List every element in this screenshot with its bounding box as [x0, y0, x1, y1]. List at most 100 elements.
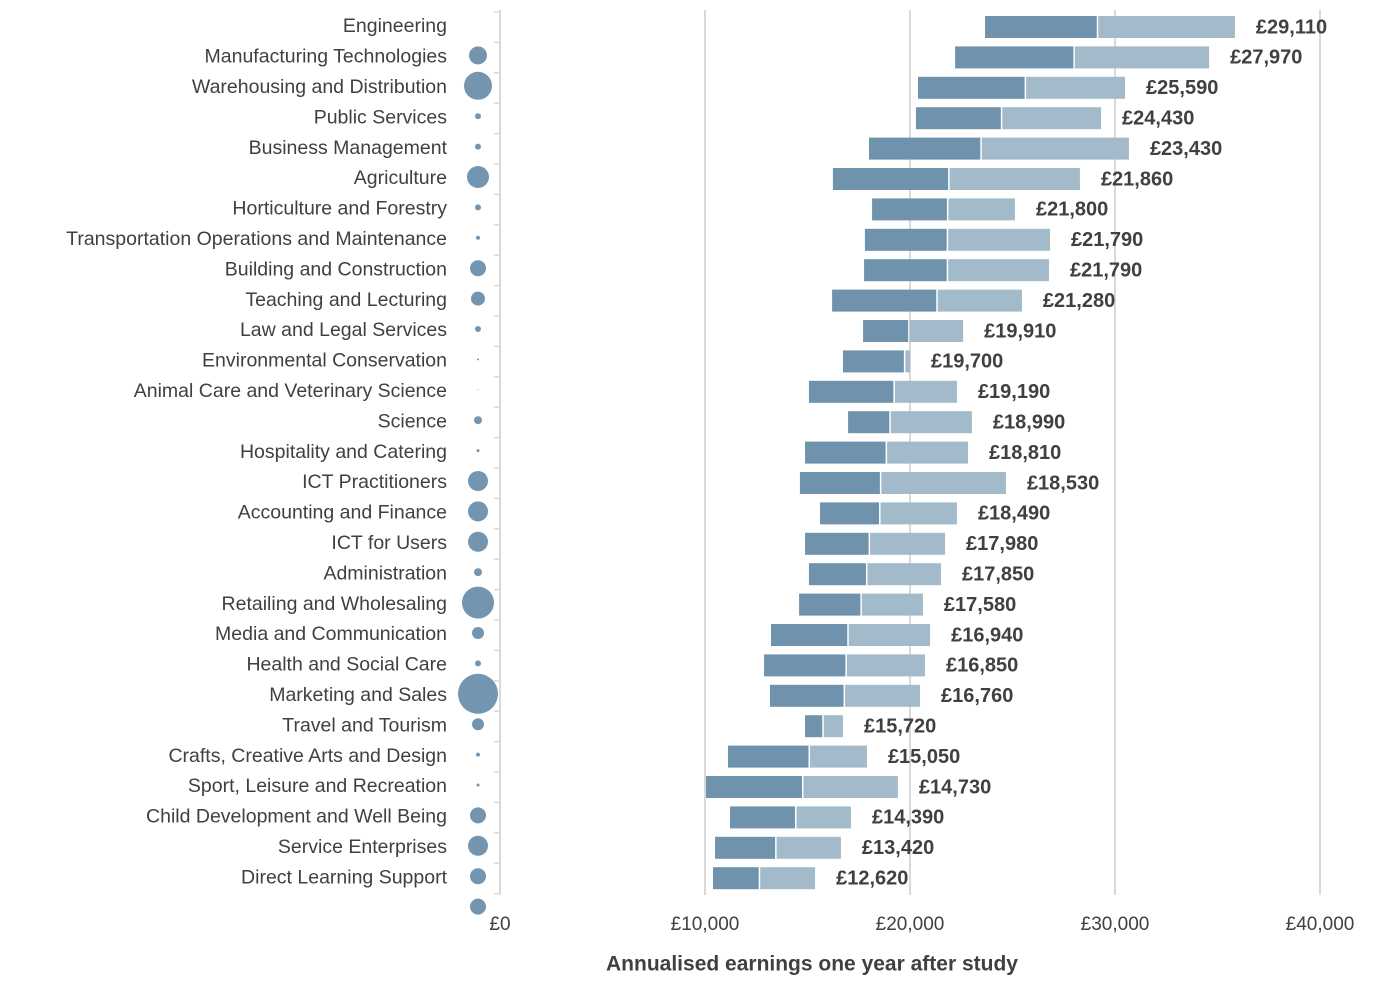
y-tick-label: Public Services — [314, 106, 448, 128]
y-tick-label: Hospitality and Catering — [240, 441, 447, 463]
bubble — [477, 358, 479, 361]
bubble — [476, 449, 480, 453]
bar-lower — [848, 411, 890, 434]
bar-upper — [776, 836, 841, 859]
bubble — [464, 71, 492, 100]
bubble — [474, 416, 482, 425]
y-tick-label: Direct Learning Support — [241, 866, 448, 888]
bubble — [476, 752, 480, 757]
y-tick-label: Sport, Leisure and Recreation — [188, 775, 447, 797]
bar-lower — [864, 228, 947, 251]
bar-lower — [706, 776, 802, 798]
y-tick-label: Engineering — [343, 15, 447, 37]
value-label: £24,430 — [1122, 107, 1194, 129]
value-label: £17,980 — [966, 533, 1038, 555]
bar-lower — [769, 684, 844, 707]
bubble — [468, 471, 488, 491]
value-label: £16,850 — [946, 655, 1018, 677]
value-label: £19,700 — [931, 351, 1003, 373]
bubble — [475, 204, 481, 211]
y-tick-label: Manufacturing Technologies — [205, 46, 448, 68]
bubble — [472, 718, 484, 731]
bubble — [458, 673, 498, 714]
bubble — [468, 531, 488, 552]
bar-lower — [805, 715, 823, 738]
bar-lower — [712, 867, 759, 890]
bar-upper — [848, 624, 931, 646]
bar-upper — [880, 502, 957, 525]
bar-lower — [764, 654, 846, 677]
value-label: £18,990 — [993, 411, 1065, 433]
y-tick-label: Science — [378, 410, 447, 432]
bar-upper — [948, 228, 1051, 251]
bar-lower — [863, 320, 909, 342]
bar-upper — [810, 745, 867, 768]
value-label: £17,850 — [962, 563, 1034, 585]
bubble — [476, 235, 480, 240]
x-axis-title: Annualised earnings one year after study — [606, 953, 1018, 976]
bar-upper — [846, 654, 925, 677]
bar-upper — [867, 563, 941, 586]
bubble — [475, 660, 481, 667]
bar-lower — [808, 380, 894, 403]
x-tick-label: £40,000 — [1286, 914, 1355, 935]
bubble — [462, 586, 494, 619]
bar-lower — [917, 76, 1025, 99]
x-tick-label: £10,000 — [671, 914, 740, 935]
bar-lower — [715, 836, 776, 859]
bubble — [475, 326, 481, 332]
bar-upper — [981, 137, 1129, 160]
y-tick-label: Crafts, Creative Arts and Design — [168, 745, 447, 767]
value-label: £18,530 — [1027, 472, 1099, 494]
bar-upper — [881, 472, 1006, 494]
bar-lower — [832, 168, 949, 190]
value-label: £21,280 — [1043, 290, 1115, 312]
y-tick-label: Horticulture and Forestry — [232, 198, 447, 220]
bubble — [470, 807, 486, 824]
value-label: £16,940 — [951, 624, 1023, 646]
value-label: £23,430 — [1150, 138, 1222, 160]
bubble — [467, 166, 489, 188]
y-tick-label: ICT Practitioners — [302, 471, 447, 493]
y-tick-label: Marketing and Sales — [269, 684, 447, 706]
bar-upper — [949, 168, 1080, 190]
y-tick-label: Administration — [323, 562, 447, 584]
bar-upper — [796, 806, 851, 829]
value-label: £19,910 — [984, 320, 1056, 342]
value-label: £14,390 — [872, 807, 944, 829]
bar-lower — [771, 624, 848, 646]
y-tick-label: Health and Social Care — [246, 654, 447, 676]
bar-upper — [1002, 107, 1102, 130]
value-label: £18,810 — [989, 442, 1061, 464]
bar-upper — [887, 441, 969, 464]
bar-lower — [869, 137, 981, 160]
y-tick-label: Building and Construction — [225, 258, 447, 280]
bar-lower — [808, 563, 866, 586]
y-tick-label: Media and Communication — [215, 623, 447, 645]
bar-lower — [820, 502, 880, 525]
bar-upper — [937, 289, 1022, 312]
bar-lower — [832, 289, 937, 312]
y-tick-label: Environmental Conservation — [202, 350, 447, 372]
bar-lower — [872, 198, 947, 221]
value-label: £12,620 — [836, 867, 908, 889]
value-label: £21,790 — [1070, 259, 1142, 281]
bar-lower — [864, 259, 947, 282]
bar-lower — [730, 806, 795, 829]
bubble — [475, 143, 481, 150]
bar-upper — [948, 259, 1049, 282]
y-tick-label: Transportation Operations and Maintenanc… — [66, 228, 447, 250]
bubble — [470, 260, 486, 277]
x-tick-label: £0 — [489, 914, 510, 935]
value-label: £25,590 — [1146, 77, 1218, 99]
value-label: £21,860 — [1101, 168, 1173, 190]
bubble — [475, 113, 481, 120]
bar-upper — [905, 350, 910, 373]
bubble — [472, 627, 484, 639]
bar-lower — [985, 16, 1097, 38]
y-tick-label: Warehousing and Distribution — [192, 76, 447, 98]
x-tick-label: £30,000 — [1081, 914, 1150, 935]
value-label: £15,050 — [888, 746, 960, 768]
bubble — [468, 835, 488, 856]
bar-lower — [805, 532, 869, 555]
